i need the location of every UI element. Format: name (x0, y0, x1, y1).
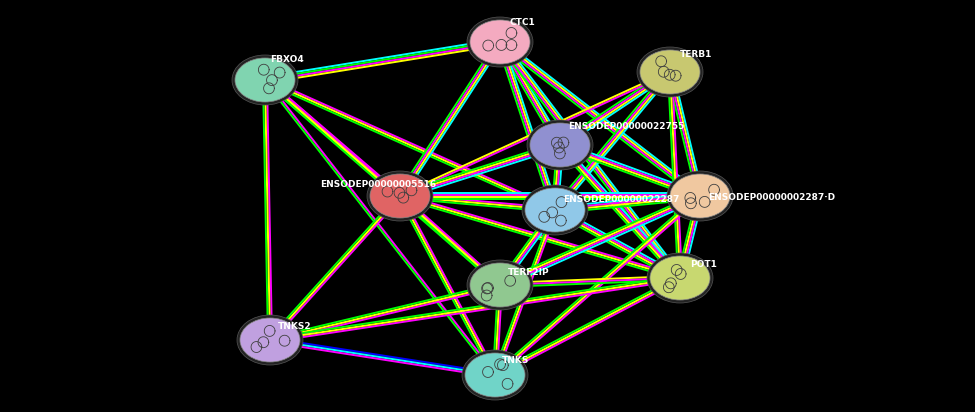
Text: ENSODEP00000002287·D: ENSODEP00000002287·D (708, 193, 836, 202)
Text: FBXO4: FBXO4 (270, 55, 304, 64)
Ellipse shape (232, 55, 298, 105)
Ellipse shape (667, 171, 733, 221)
Text: ENSODEP00000022755: ENSODEP00000022755 (568, 122, 684, 131)
Ellipse shape (237, 315, 303, 365)
Ellipse shape (240, 318, 300, 362)
Ellipse shape (530, 123, 590, 167)
Text: TNKS2: TNKS2 (278, 322, 312, 331)
Text: ENSODEP00000022287: ENSODEP00000022287 (563, 195, 680, 204)
Ellipse shape (647, 253, 713, 303)
Ellipse shape (370, 174, 430, 218)
Ellipse shape (640, 50, 700, 94)
Ellipse shape (670, 174, 730, 218)
Ellipse shape (465, 353, 525, 397)
Ellipse shape (467, 17, 533, 67)
Ellipse shape (525, 188, 585, 232)
Text: TERB1: TERB1 (680, 50, 713, 59)
Text: CTC1: CTC1 (510, 18, 535, 27)
Ellipse shape (467, 260, 533, 310)
Text: POT1: POT1 (690, 260, 717, 269)
Ellipse shape (522, 185, 588, 235)
Ellipse shape (235, 58, 295, 102)
Ellipse shape (462, 350, 528, 400)
Text: ENSODEP00000005516: ENSODEP00000005516 (320, 180, 436, 189)
Ellipse shape (527, 120, 593, 170)
Ellipse shape (470, 20, 530, 64)
Ellipse shape (637, 47, 703, 97)
Text: TNKS: TNKS (502, 356, 529, 365)
Ellipse shape (367, 171, 433, 221)
Ellipse shape (470, 263, 530, 307)
Text: TERF2IP: TERF2IP (508, 268, 550, 277)
Ellipse shape (650, 256, 710, 300)
